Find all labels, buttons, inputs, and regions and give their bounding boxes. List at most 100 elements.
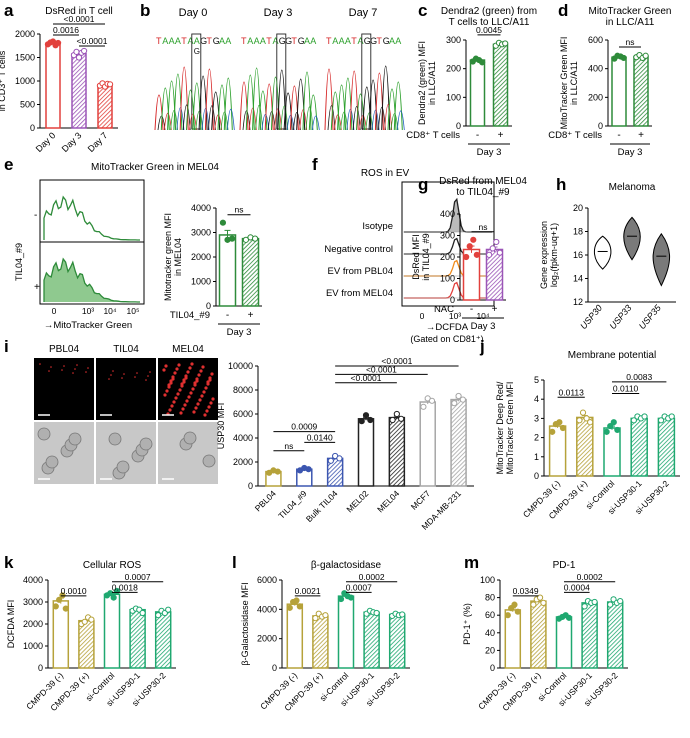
sig-label-k: 0.0007 (125, 572, 151, 582)
chart-h-ytick-label: 14 (573, 274, 583, 284)
base-call: A (260, 36, 266, 46)
point-g-1 (489, 245, 496, 252)
micro-signal (202, 390, 206, 394)
micro-signal (197, 373, 201, 377)
peak (381, 65, 391, 131)
base-call: G (279, 36, 286, 46)
micro-signal (149, 371, 151, 373)
bar-k-2 (103, 593, 121, 669)
peak (204, 68, 214, 131)
flow-e-tick-0: 0 (52, 306, 57, 316)
micro-signal (177, 363, 181, 367)
micro-signal (50, 366, 52, 368)
point-k-4 (165, 606, 172, 613)
chart-d-group-label: Day 3 (618, 147, 643, 158)
peak (179, 66, 189, 131)
chart-d-title: MitoTracker Green (589, 6, 672, 17)
point-j-0 (549, 428, 556, 435)
chart-e-row-label: TIL04_#9 (170, 310, 210, 321)
micro-signal (110, 374, 112, 376)
base-call: A (194, 36, 200, 46)
flow-e-hist-minus (43, 195, 140, 241)
point-a-0 (54, 39, 62, 47)
sig-label-a: 0.0016 (53, 25, 79, 35)
sig-label-i: <0.0001 (366, 364, 397, 374)
violin-label-USP30: USP30 (578, 303, 604, 331)
point-i-3 (358, 418, 365, 425)
chart-e-ytick-label: 1000 (191, 277, 211, 287)
point-i-6 (459, 396, 466, 403)
point-e-0 (219, 219, 227, 226)
base-call: A (345, 36, 351, 46)
chart-g-title: DsRed from MEL04 (439, 176, 527, 187)
cell-outline (37, 427, 51, 441)
peak (252, 67, 262, 131)
bar-d-1 (633, 55, 649, 127)
micro-signal (48, 370, 50, 372)
micro-signal (121, 377, 123, 379)
xlabel-e-1: + (248, 310, 254, 321)
chart-m-ytick-label: 80 (485, 593, 495, 603)
micro-bright-2 (158, 422, 218, 484)
chart-k-ylabel: DCFDA MFI (6, 600, 16, 649)
micro-signal (168, 408, 172, 412)
micro-signal (193, 381, 197, 385)
panel-letter-d: d (558, 1, 568, 20)
cell-outline (45, 455, 59, 469)
bar-m-2 (555, 616, 573, 669)
bar-m-3 (581, 602, 598, 669)
peak (277, 69, 287, 131)
chart-e-group-label: Day 3 (227, 327, 252, 338)
chart-j-ytick-label: 2 (534, 433, 539, 443)
sig-label-m: 0.0349 (513, 586, 539, 596)
chart-j-ylabel: MitoTracker Deep Red/ (495, 381, 505, 474)
chart-k-ytick-label: 4000 (23, 575, 43, 585)
micro-signal (112, 370, 114, 372)
point-g-0 (470, 236, 477, 243)
chart-g-ytick-label: 300 (440, 231, 455, 241)
xlabel-d-1: + (638, 130, 644, 141)
chart-k-ytick-label: 0 (38, 663, 43, 673)
micro-signal (183, 403, 187, 407)
micro-signal (203, 413, 207, 417)
point-l-3 (373, 609, 380, 617)
micro-signal (61, 369, 63, 371)
micro-signal (187, 395, 191, 399)
panel-letter-m: m (464, 553, 479, 572)
point-i-4 (389, 416, 396, 424)
bar-k-3 (129, 608, 146, 669)
base-call: T (266, 36, 272, 46)
point-j-1 (583, 415, 590, 422)
bar-a-1 (71, 52, 87, 129)
peak-minor (384, 104, 393, 131)
point-k-4 (155, 612, 162, 619)
flow-f-row-0: Isotype (362, 221, 393, 232)
bar-m-0 (504, 609, 522, 669)
micro-label-til04: TIL04 (113, 344, 139, 355)
flow-e-row-label: TIL04_#9 (14, 243, 24, 281)
chart-g-row-label: NAC (434, 304, 454, 315)
xlabel-a-0: Day 0 (34, 130, 58, 154)
panel-letter-k: k (4, 553, 14, 572)
microscopy-images (34, 358, 218, 484)
micro-signal (186, 370, 190, 374)
flow-e-xlabel: →MitoTracker Green (44, 320, 132, 331)
point-g-0 (463, 253, 470, 261)
sig-label-d: ns (626, 37, 635, 47)
panel-letter-l: l (232, 553, 237, 572)
sig-label-g: ns (479, 222, 488, 232)
chart-d-title: in LLC/A11 (606, 17, 655, 28)
micro-fluor-1 (96, 358, 156, 420)
point-a-1 (75, 54, 83, 61)
micro-signal (163, 393, 167, 397)
chromatogram-group: T A A A T A A G T G A AGT A A A T A G G T G A A T A A A T A G G T G A A (154, 33, 405, 131)
point-i-5 (420, 403, 427, 410)
point-k-0 (52, 603, 59, 610)
chart-h-ytick-label: 18 (573, 227, 583, 237)
chart-d-ytick-label: 200 (588, 92, 603, 102)
panel-letter-b: b (140, 1, 150, 20)
point-j-4 (668, 413, 675, 420)
flow-f-tick-2: 10⁴ (476, 311, 489, 321)
sig-label-k: 0.0010 (61, 586, 87, 596)
